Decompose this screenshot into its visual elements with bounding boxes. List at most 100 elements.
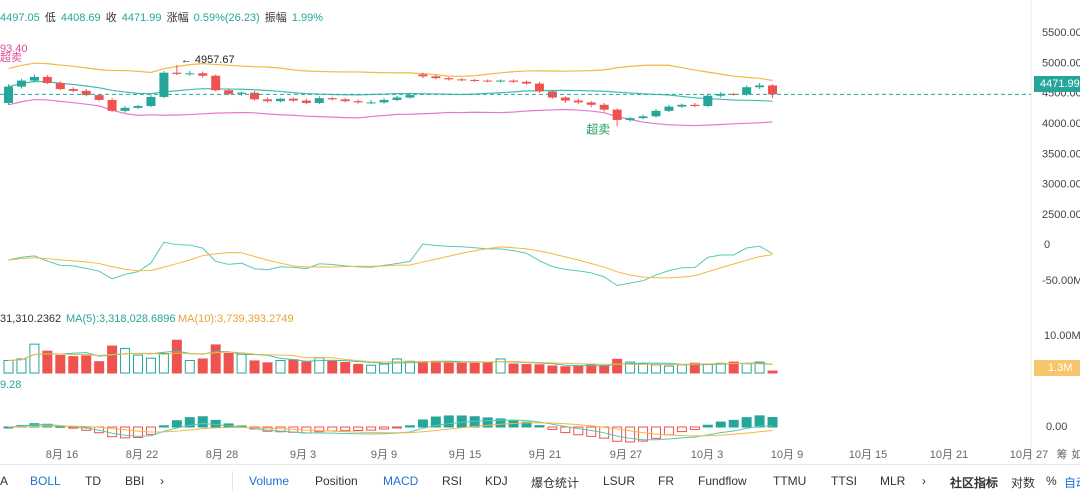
tb-auto[interactable]: 自动 (1064, 474, 1080, 491)
macd-histogram-bar (211, 420, 220, 427)
tb-bbi[interactable]: BBI (125, 474, 144, 488)
tb-community-indicators[interactable]: 社区指标 (950, 474, 998, 491)
macd-histogram-bar (664, 427, 673, 435)
x-axis-tick: 8月 28 (206, 449, 238, 461)
volume-label: 31,310.2362 (0, 313, 61, 325)
tb-liquidation[interactable]: 爆仓统计 (531, 474, 579, 491)
volume-bar (522, 364, 531, 373)
macd-histogram-bar (703, 425, 712, 427)
header-change-label: 涨幅 (167, 12, 189, 24)
price-axis-tick: 5000.00 (1042, 57, 1080, 69)
volume-bar (211, 345, 220, 373)
volume-bar (146, 358, 155, 373)
tb-mlr[interactable]: MLR (880, 474, 905, 488)
oversold-annotation: 超卖 (586, 121, 610, 136)
tb-percent[interactable]: % (1046, 474, 1057, 488)
candle-body (30, 77, 39, 81)
candle-body (742, 87, 751, 94)
macd-histogram-bar (159, 426, 168, 427)
tb-macd[interactable]: MACD (383, 474, 418, 488)
candle-body (211, 76, 220, 91)
tb-fr[interactable]: FR (658, 474, 674, 488)
volume-ma10-label: MA(10):3,739,393.2749 (178, 313, 294, 325)
candle-body (768, 85, 777, 94)
tb-kdj[interactable]: KDJ (485, 474, 508, 488)
volume-ma5-label: MA(5):3,318,028.6896 (66, 313, 175, 325)
macd-histogram-bar (172, 421, 181, 427)
boll-upper-line (9, 63, 773, 80)
tb-more-icon[interactable]: › (922, 474, 926, 488)
candle-body (17, 81, 26, 87)
candle-body (522, 82, 531, 84)
candle-body (483, 81, 492, 82)
tb-boll[interactable]: BOLL (30, 474, 61, 488)
volume-bar (289, 360, 298, 373)
macd-histogram-bar (587, 427, 596, 436)
x-axis-tick: 9月 15 (449, 449, 481, 461)
volume-axis-tick: 10.00M (1044, 330, 1080, 342)
volume-bar (121, 348, 130, 373)
volume-bar (108, 346, 117, 373)
macd-histogram-bar (690, 427, 699, 429)
macd-histogram-bar (328, 427, 337, 431)
candle-body (600, 105, 609, 110)
candle-body (315, 98, 324, 103)
candle-body (289, 99, 298, 101)
max-price-annotation: ← 4957.67 (181, 54, 235, 66)
volume-bar (380, 364, 389, 373)
tb-position[interactable]: Position (315, 474, 358, 488)
candle-body (224, 90, 233, 94)
candle-body (664, 107, 673, 111)
tb-td[interactable]: TD (85, 474, 101, 488)
volume-bar (134, 355, 143, 373)
candle-body (431, 76, 440, 78)
tb-ttsi[interactable]: TTSI (831, 474, 857, 488)
candle-body (703, 96, 712, 106)
header-change-value: 0.59%(26.23) (194, 12, 260, 24)
volume-bar (250, 361, 259, 373)
candle-body (250, 93, 259, 100)
x-axis-tick: 9月 9 (371, 449, 397, 461)
candle-body (185, 73, 194, 74)
tb-log-scale[interactable]: 对数 (1011, 474, 1035, 491)
price-axis-tick: 3500.00 (1042, 148, 1080, 160)
candle-body (146, 97, 155, 106)
candle-body (121, 108, 130, 111)
macd-histogram-bar (677, 427, 686, 432)
volume-bar (431, 361, 440, 373)
volume-bar (341, 362, 350, 373)
candle-body (418, 75, 427, 77)
volume-bar (276, 361, 285, 373)
macd-histogram-bar (341, 427, 350, 431)
candle-body (509, 81, 518, 82)
volume-bar (4, 361, 13, 373)
x-axis-tick: 9月 3 (290, 449, 316, 461)
candle-body (198, 73, 207, 75)
tb-fundflow[interactable]: Fundflow (698, 474, 747, 488)
boll-mid-line (9, 81, 773, 101)
osc-axis-tick: 0 (1044, 239, 1050, 251)
macd-histogram-bar (367, 427, 376, 430)
candle-body (341, 99, 350, 101)
tb-ttmu[interactable]: TTMU (773, 474, 806, 488)
macd-histogram-bar (354, 427, 363, 430)
volume-bar (677, 365, 686, 373)
tb-left-a[interactable]: A (0, 474, 8, 488)
candle-body (652, 111, 661, 116)
macd-label: 9.28 (0, 379, 21, 391)
candle-body (444, 78, 453, 79)
candle-body (69, 89, 78, 91)
volume-bar (237, 354, 246, 373)
price-axis-tick: 2500.00 (1042, 209, 1080, 221)
candle-body (56, 83, 65, 89)
tb-left-more-icon[interactable]: › (160, 474, 164, 488)
volume-bar (613, 359, 622, 373)
macd-histogram-bar (418, 420, 427, 427)
x-axis-tick: 10月 3 (691, 449, 723, 461)
tb-volume[interactable]: Volume (249, 474, 289, 488)
tb-lsur[interactable]: LSUR (603, 474, 635, 488)
tb-rsi[interactable]: RSI (442, 474, 462, 488)
volume-bar (639, 364, 648, 373)
